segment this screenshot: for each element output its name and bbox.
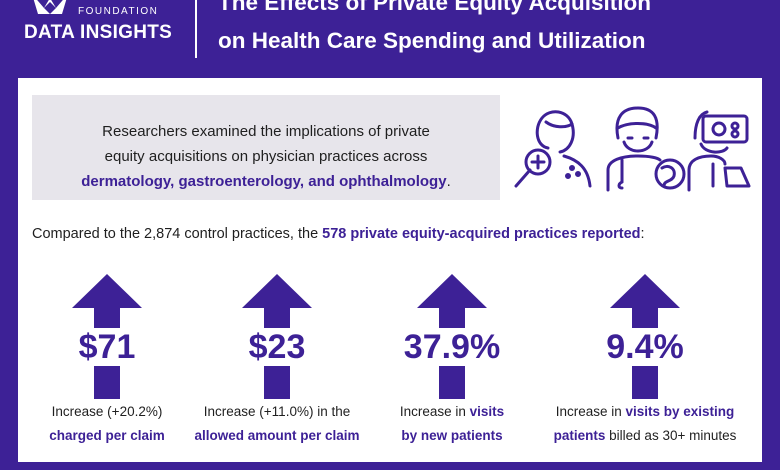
stat-label: Increase (+20.2%) charged per claim <box>18 400 196 448</box>
stat-value-text: 37.9% <box>399 328 505 366</box>
comparison-highlight: 578 private equity-acquired practices re… <box>322 226 641 242</box>
stat-label: Increase in visits by existing patients … <box>528 400 762 448</box>
stat-value: 9.4% <box>528 328 762 367</box>
stat-label: Increase in visits by new patients <box>363 400 541 448</box>
stat-label: Increase (+11.0%) in the allowed amount … <box>188 400 366 448</box>
stat-label-highlight: by new patients <box>401 428 503 443</box>
intro-line-2: equity acquisitions on physician practic… <box>104 148 428 165</box>
stat-existing-patient-visits: 9.4% Increase in visits by existing pati… <box>528 274 762 454</box>
header: FOUNDATION DATA INSIGHTS The Effects of … <box>0 0 780 66</box>
stat-label-line-1-highlight: visits by existing <box>625 404 735 419</box>
stat-charged-per-claim: $71 Increase (+20.2%) charged per claim <box>18 274 196 454</box>
ophthalmology-icon <box>687 110 751 192</box>
stat-value: $23 <box>188 328 366 367</box>
stat-value-text: $23 <box>244 328 310 366</box>
intro-line-1: Researchers examined the implications of… <box>102 123 430 140</box>
org-name: DATA INSIGHTS <box>24 22 173 43</box>
intro-text: Researchers examined the implications of… <box>32 119 500 194</box>
comparison-prefix: Compared to the 2,874 control practices,… <box>32 226 319 242</box>
stat-label-line-1: Increase (+11.0%) in the <box>203 404 351 419</box>
stat-value-text: $71 <box>74 328 140 366</box>
stat-label-line-1-highlight: visits <box>469 404 505 419</box>
dermatology-icon <box>514 110 592 188</box>
intro-period: . <box>446 173 451 190</box>
title-line-1: The Effects of Private Equity Acquisitio… <box>218 0 651 15</box>
stat-new-patient-visits: 37.9% Increase in visits by new patients <box>363 274 541 454</box>
specialty-icons <box>514 106 751 192</box>
stat-value-text: 9.4% <box>602 328 688 366</box>
specialties: dermatology, gastroenterology, and ophth… <box>81 173 447 190</box>
stat-label-highlight: patients <box>553 428 606 443</box>
intro-box: Researchers examined the implications of… <box>32 95 500 200</box>
content-card: Researchers examined the implications of… <box>18 78 762 462</box>
stat-label-highlight: allowed amount per claim <box>194 428 360 443</box>
stat-allowed-amount: $23 Increase (+11.0%) in the allowed amo… <box>188 274 366 454</box>
stat-label-line-1: Increase (+20.2%) <box>51 404 163 419</box>
gastroenterology-icon <box>606 106 686 192</box>
org-subtitle: FOUNDATION <box>78 6 159 17</box>
header-divider <box>195 0 197 58</box>
comparison-suffix: : <box>640 226 645 242</box>
page-title: The Effects of Private Equity Acquisitio… <box>218 0 778 60</box>
stat-value: $71 <box>18 328 196 367</box>
intro-line-3: dermatology, gastroenterology, and ophth… <box>32 169 500 194</box>
stat-label-highlight: charged per claim <box>49 428 165 443</box>
stat-label-line-1: Increase in <box>555 404 626 419</box>
stat-value: 37.9% <box>363 328 541 367</box>
title-line-2: on Health Care Spending and Utilization <box>218 28 646 53</box>
foundation-logo-icon <box>33 0 67 14</box>
stat-label-line-2-post: billed as 30+ minutes <box>605 428 737 443</box>
stat-label-line-1: Increase in <box>399 404 470 419</box>
comparison-text: Compared to the 2,874 control practices,… <box>32 226 645 242</box>
